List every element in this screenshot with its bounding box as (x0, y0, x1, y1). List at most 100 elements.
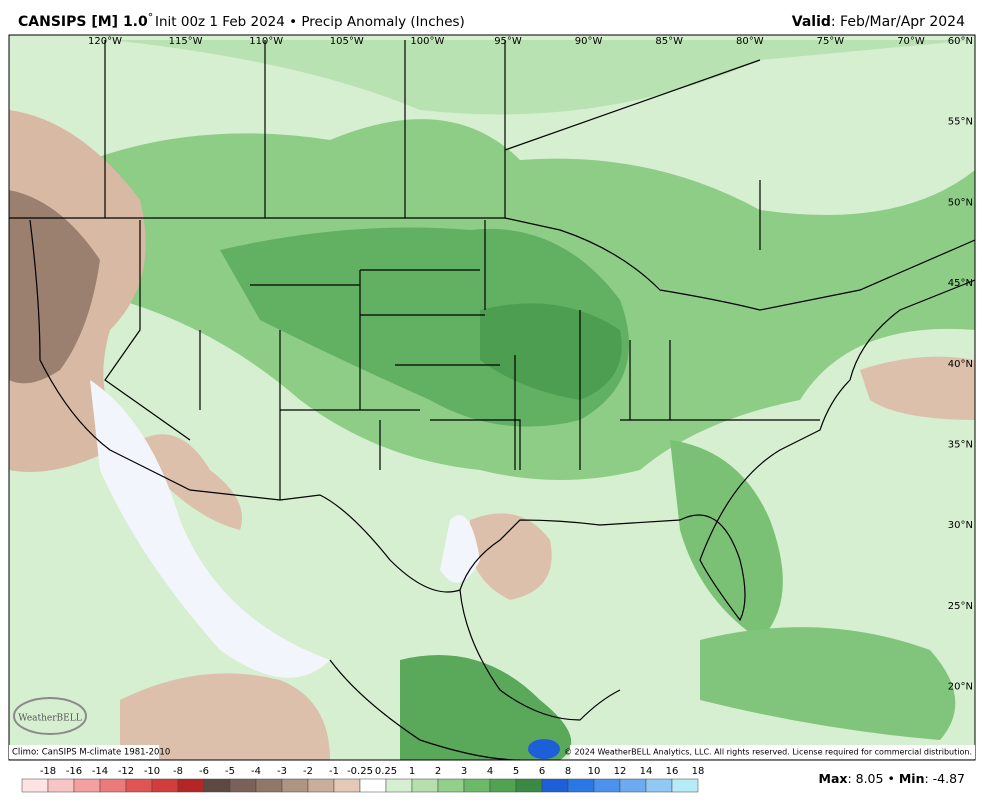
colorbar-label: -10 (144, 766, 160, 777)
colorbar-label: 4 (487, 766, 493, 777)
min-value: : -4.87 (924, 771, 965, 786)
colorbar-label: 12 (614, 766, 627, 777)
climo-bg (9, 745, 159, 759)
se-green (670, 440, 783, 640)
colorbar-label: -8 (173, 766, 183, 777)
colorbar-label: -6 (199, 766, 209, 777)
colorbar-swatch (99, 778, 127, 793)
latitude-label: 50°N (948, 197, 973, 208)
colorbar-swatch (463, 778, 491, 793)
atlantic-brown (860, 356, 975, 420)
longitude-label: 75°W (817, 36, 845, 47)
colorbar-swatch (125, 778, 153, 793)
degree: ° (148, 11, 154, 24)
colorbar: -18 -16 -14 -12 -10 -8 -6 -5 -4 -3 -2 -1 -0.25 0.25 1 2… (21, 766, 705, 793)
colorbar-swatch (619, 778, 647, 793)
mexico-green (400, 655, 572, 760)
min-label: Min (899, 771, 925, 786)
colorbar-label: 14 (640, 766, 653, 777)
colorbar-swatch (359, 778, 387, 793)
colorbar-swatch (151, 778, 179, 793)
longitude-label: 90°W (575, 36, 603, 47)
map-frame (8, 34, 976, 761)
colorbar-label: 8 (565, 766, 571, 777)
colorbar-swatch (541, 778, 569, 793)
latitude-label: 30°N (948, 520, 973, 531)
white-gulf (440, 515, 480, 583)
stats: Max: 8.05 • Min: -4.87 (819, 771, 966, 786)
colorbar-swatch (21, 778, 49, 793)
valid-label: Valid (792, 14, 831, 30)
longitude-label: 115°W (169, 36, 203, 47)
longitude-label: 105°W (330, 36, 364, 47)
latitude-label: 20°N (948, 682, 973, 693)
carib-green (700, 627, 956, 740)
latitude-label: 60°N (948, 36, 973, 47)
longitude-label: 110°W (249, 36, 283, 47)
colorbar-label: 1 (409, 766, 415, 777)
colorbar-label: -12 (118, 766, 134, 777)
colorbar-swatch (47, 778, 75, 793)
colorbar-swatch (411, 778, 439, 793)
colorbar-label: -2 (303, 766, 313, 777)
max-value: : 8.05 (847, 771, 883, 786)
colorbar-label: 0.25 (375, 766, 397, 777)
latitude-label: 40°N (948, 359, 973, 370)
boundaries (9, 40, 975, 760)
climo-note: Climo: CanSIPS M-climate 1981-2010 (12, 748, 170, 758)
map: 120°W 115°W 110°W 105°W 100°W 95°W 90°W 85°W 80°… (8, 34, 976, 761)
model-title: CANSIPS [M] 1.0° (18, 11, 153, 30)
gulf-brown (470, 513, 552, 600)
valid: Valid: Feb/Mar/Apr 2024 (792, 14, 965, 30)
colorbar-label: 2 (435, 766, 441, 777)
colorbar-swatch (515, 778, 543, 793)
logo-text: WeatherBELL (18, 714, 81, 724)
longitude-label: 120°W (88, 36, 122, 47)
longitude-labels: 120°W 115°W 110°W 105°W 100°W 95°W 90°W 85°W 80°… (88, 36, 925, 47)
colorbar-swatch (255, 778, 283, 793)
colorbar-swatch (73, 778, 101, 793)
longitude-label: 70°W (897, 36, 925, 47)
colorbar-label: 5 (513, 766, 519, 777)
colorbar-label: -0.25 (347, 766, 373, 777)
colorbar-label: 6 (539, 766, 545, 777)
colorbar-label: 3 (461, 766, 467, 777)
colorbar-swatch (437, 778, 465, 793)
model: CANSIPS [M] 1.0 (18, 14, 148, 30)
colorbar-swatch (671, 778, 699, 793)
colorbar-swatch (203, 778, 231, 793)
colorbar-swatch (645, 778, 673, 793)
colorbar-swatch (385, 778, 413, 793)
colorbar-label: 18 (692, 766, 705, 777)
longitude-label: 100°W (410, 36, 444, 47)
latitude-label: 55°N (948, 117, 973, 128)
longitude-label: 80°W (736, 36, 764, 47)
colorbar-label: -4 (251, 766, 261, 777)
colorbar-swatch (307, 778, 335, 793)
sw-brown (140, 434, 242, 530)
max-label: Max (819, 771, 848, 786)
colorbar-swatch (281, 778, 309, 793)
colorbar-swatch (593, 778, 621, 793)
copyright-bg (570, 745, 975, 759)
colorbar-label: -3 (277, 766, 287, 777)
colorbar-label: -1 (329, 766, 339, 777)
colorbar-label: 10 (588, 766, 601, 777)
colorbar-label: -14 (92, 766, 108, 777)
longitude-label: 95°W (494, 36, 522, 47)
valid-value: : Feb/Mar/Apr 2024 (831, 14, 965, 30)
colorbar-label: -18 (40, 766, 56, 777)
longitude-label: 85°W (655, 36, 683, 47)
colorbar-swatch (229, 778, 257, 793)
latitude-label: 35°N (948, 440, 973, 451)
colorbar-label: 16 (666, 766, 679, 777)
latitude-label: 45°N (948, 278, 973, 289)
colorbar-swatch (333, 778, 361, 793)
separator: • (887, 771, 894, 786)
colorbar-swatch (177, 778, 205, 793)
logo: WeatherBELL (13, 697, 87, 735)
colorbar-swatch (567, 778, 595, 793)
white-area (90, 380, 330, 678)
